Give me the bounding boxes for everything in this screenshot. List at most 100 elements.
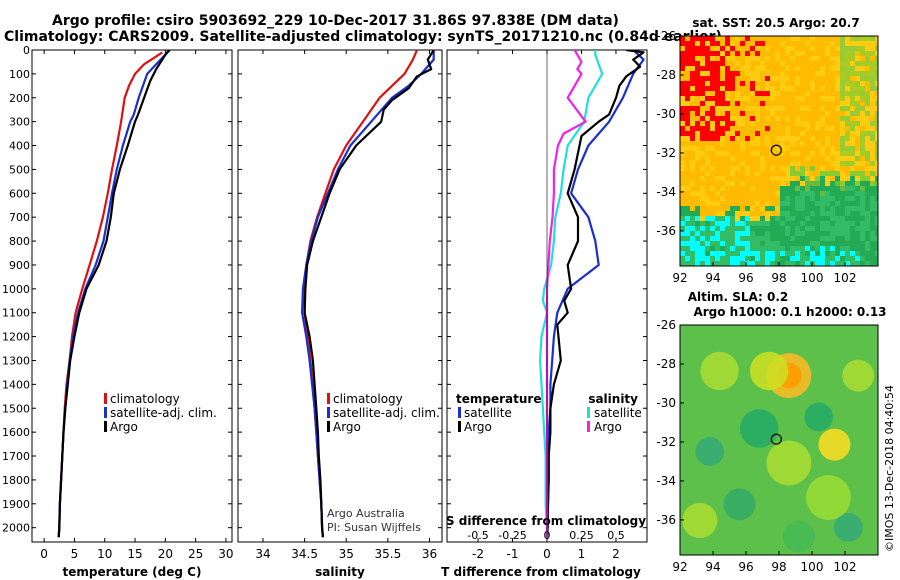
y-tick-label: 1100 (2, 307, 30, 320)
series-line-s-satellite (538, 50, 604, 538)
y-tick-label: 1200 (2, 331, 30, 344)
sst-map-title: sat. SST: 20.5 Argo: 20.7 (692, 16, 859, 30)
legend-swatch (327, 407, 330, 418)
x-tick-label: 100 (801, 271, 824, 285)
y-tick-label: 400 (9, 140, 30, 153)
x-tick-label: 5 (71, 547, 79, 561)
y-tick-label: -32 (656, 435, 676, 449)
legend-label: Argo (464, 420, 492, 434)
legend-label: satellite (594, 406, 642, 420)
x-tick-label: 1 (578, 547, 586, 561)
y-tick-label: 100 (9, 68, 30, 81)
legend-label: satellite-adj. clim. (333, 406, 440, 420)
legend-swatch (104, 393, 107, 404)
legend-swatch (327, 421, 330, 432)
y-tick-label: -34 (656, 474, 676, 488)
difference-xlabel: T difference from climatology (441, 565, 641, 579)
legend-label: Argo (333, 420, 361, 434)
x-tick-label: 98 (771, 271, 786, 285)
legend-title-salinity: salinity (588, 392, 638, 406)
x-tick-label: 10 (97, 547, 112, 561)
x-tick-label: 34 (255, 547, 270, 561)
series-line-argo (57, 50, 171, 538)
s-diff-label: S difference from climatology (446, 514, 646, 528)
x-tick-label: 94 (705, 271, 720, 285)
salinity-xlabel: salinity (315, 565, 365, 579)
y-tick-label: 200 (9, 92, 30, 105)
legend-swatch (587, 407, 590, 418)
x-tick-label: 30 (218, 547, 233, 561)
x-tick-label: 102 (834, 271, 857, 285)
y-tick-label: 1700 (2, 450, 30, 463)
legend-label: climatology (333, 392, 403, 406)
legend-swatch (104, 421, 107, 432)
x-tick-label: 34.5 (291, 547, 318, 561)
x-tick-label: 100 (801, 560, 824, 574)
y-tick-label: 800 (9, 235, 30, 248)
sla-map-title-line2: Argo h1000: 0.1 h2000: 0.13 (693, 305, 886, 319)
y-tick-label: 900 (9, 259, 30, 272)
y-tick-label: 700 (9, 211, 30, 224)
x-tick-label: 94 (705, 560, 720, 574)
y-tick-label: -32 (656, 146, 676, 160)
x-tick-label: 15 (127, 547, 142, 561)
series-line-t-argo (545, 50, 645, 538)
legend-swatch (587, 421, 590, 432)
x-tick-label: 0 (40, 547, 48, 561)
y-tick-label: 0 (23, 44, 30, 57)
difference-panel: -2 -1 0 1 2 T difference from climatology -0.5… (441, 49, 648, 579)
salinity-panel: 34 34.5 35 35.5 36 salinity climatologysatelli… (237, 49, 443, 579)
s-diff-tick-label: -0.25 (498, 529, 526, 542)
y-tick-label: 1400 (2, 378, 30, 391)
y-tick-label: 500 (9, 163, 30, 176)
x-tick-label: 35.5 (375, 547, 402, 561)
x-tick-label: 0 (543, 547, 551, 561)
legend-label: satellite-adj. clim. (110, 406, 217, 420)
imos-side-label: ©IMOS 13-Dec-2018 04:40:54 (883, 385, 896, 552)
temperature-xlabel: temperature (deg C) (63, 565, 202, 579)
x-tick-label: 102 (834, 560, 857, 574)
y-tick-label: -36 (656, 224, 676, 238)
header-line1: Argo profile: csiro 5903692_229 10-Dec-2… (52, 13, 619, 29)
y-tick-label: -30 (656, 396, 676, 410)
y-tick-label: -26 (656, 318, 676, 332)
sla-map-title-line1: Altim. SLA: 0.2 (688, 290, 789, 304)
legend-label: climatology (110, 392, 180, 406)
legend-swatch (458, 421, 461, 432)
temperature-panel: 0100200300400500600700800900100011001200… (2, 44, 234, 579)
series-line-argo (303, 50, 435, 538)
credit-text: Argo Australia (327, 507, 405, 520)
s-diff-tick-label: -0.5 (467, 529, 488, 542)
y-tick-label: -30 (656, 107, 676, 121)
y-tick-label: -36 (656, 513, 676, 527)
sst-map: 92 94 96 98 100 102 -26 -28 -30 -32 -34 -36 sat. SST… (656, 16, 879, 285)
y-tick-label: 2000 (2, 522, 30, 535)
x-tick-label: 2 (612, 547, 620, 561)
y-tick-label: 1800 (2, 474, 30, 487)
x-tick-label: -1 (507, 547, 519, 561)
s-diff-tick-label: 0.5 (607, 529, 625, 542)
legend-swatch (458, 407, 461, 418)
y-tick-label: -34 (656, 185, 676, 199)
y-tick-label: 1500 (2, 402, 30, 415)
s-diff-tick-label: 0.25 (569, 529, 594, 542)
x-tick-label: 20 (158, 547, 173, 561)
x-tick-label: -2 (472, 547, 484, 561)
y-tick-label: 1000 (2, 283, 30, 296)
x-tick-label: 36 (422, 547, 437, 561)
y-tick-label: -26 (656, 29, 676, 43)
y-tick-label: 1300 (2, 354, 30, 367)
y-tick-label: -28 (656, 68, 676, 82)
x-tick-label: 96 (738, 560, 753, 574)
legend-label: Argo (110, 420, 138, 434)
legend-title-temperature: temperature (456, 392, 541, 406)
y-tick-label: 1600 (2, 426, 30, 439)
y-tick-label: 300 (9, 116, 30, 129)
salinity-frame (237, 49, 443, 543)
x-tick-label: 98 (771, 560, 786, 574)
y-tick-label: 1900 (2, 498, 30, 511)
x-tick-label: 25 (188, 547, 203, 561)
y-tick-label: -28 (656, 357, 676, 371)
sla-map: 92 94 96 98 100 102 -26 -28 -30 -32 -34 -36 Altim. S… (656, 290, 896, 574)
